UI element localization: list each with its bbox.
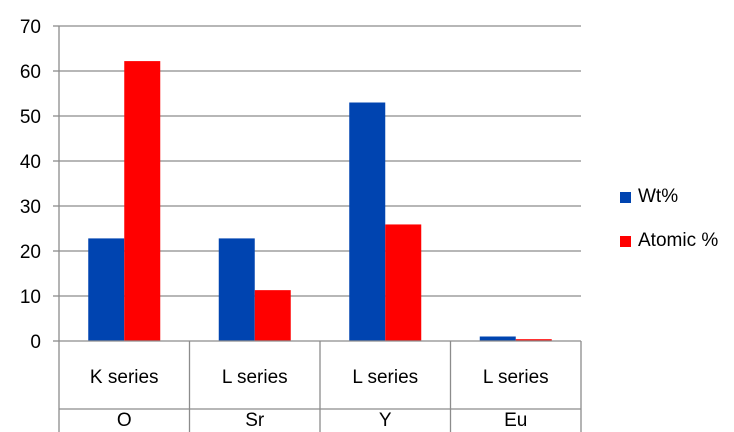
legend-label: Wt% [638, 186, 678, 207]
bar-atomic [254, 290, 291, 341]
y-tick-label: 20 [20, 242, 41, 263]
y-tick-label: 10 [20, 287, 41, 308]
y-axis: 0 10 20 30 40 50 60 70 [20, 17, 60, 353]
bar-wt [479, 336, 516, 341]
bar-atomic [515, 339, 552, 341]
x-category-label: L series [483, 367, 549, 388]
x-category-element-label: Y [379, 410, 392, 431]
y-tick-label: 60 [20, 62, 41, 83]
bar-atomic [124, 61, 161, 341]
x-axis: K series O L series Sr L series Y L series Eu [58, 340, 582, 432]
x-category-element-label: Sr [245, 410, 265, 431]
x-category-label: L series [352, 367, 418, 388]
y-tick-label: 40 [20, 152, 41, 173]
legend: Wt% Atomic % [620, 186, 718, 251]
x-category-element-label: Eu [504, 410, 527, 431]
bar-wt [88, 238, 125, 341]
bar-wt [349, 102, 386, 341]
bar-wt [218, 238, 255, 341]
legend-swatch [620, 192, 631, 203]
bar-atomic [385, 224, 422, 341]
y-tick-label: 50 [20, 107, 41, 128]
legend-swatch [620, 236, 631, 247]
bars [88, 61, 552, 341]
y-tick-label: 70 [20, 17, 41, 38]
y-tick-label: 0 [30, 332, 41, 353]
x-category-label: K series [90, 367, 159, 388]
legend-label: Atomic % [638, 230, 718, 251]
x-category-label: L series [222, 367, 288, 388]
y-tick-label: 30 [20, 197, 41, 218]
x-category-element-label: O [117, 410, 132, 431]
